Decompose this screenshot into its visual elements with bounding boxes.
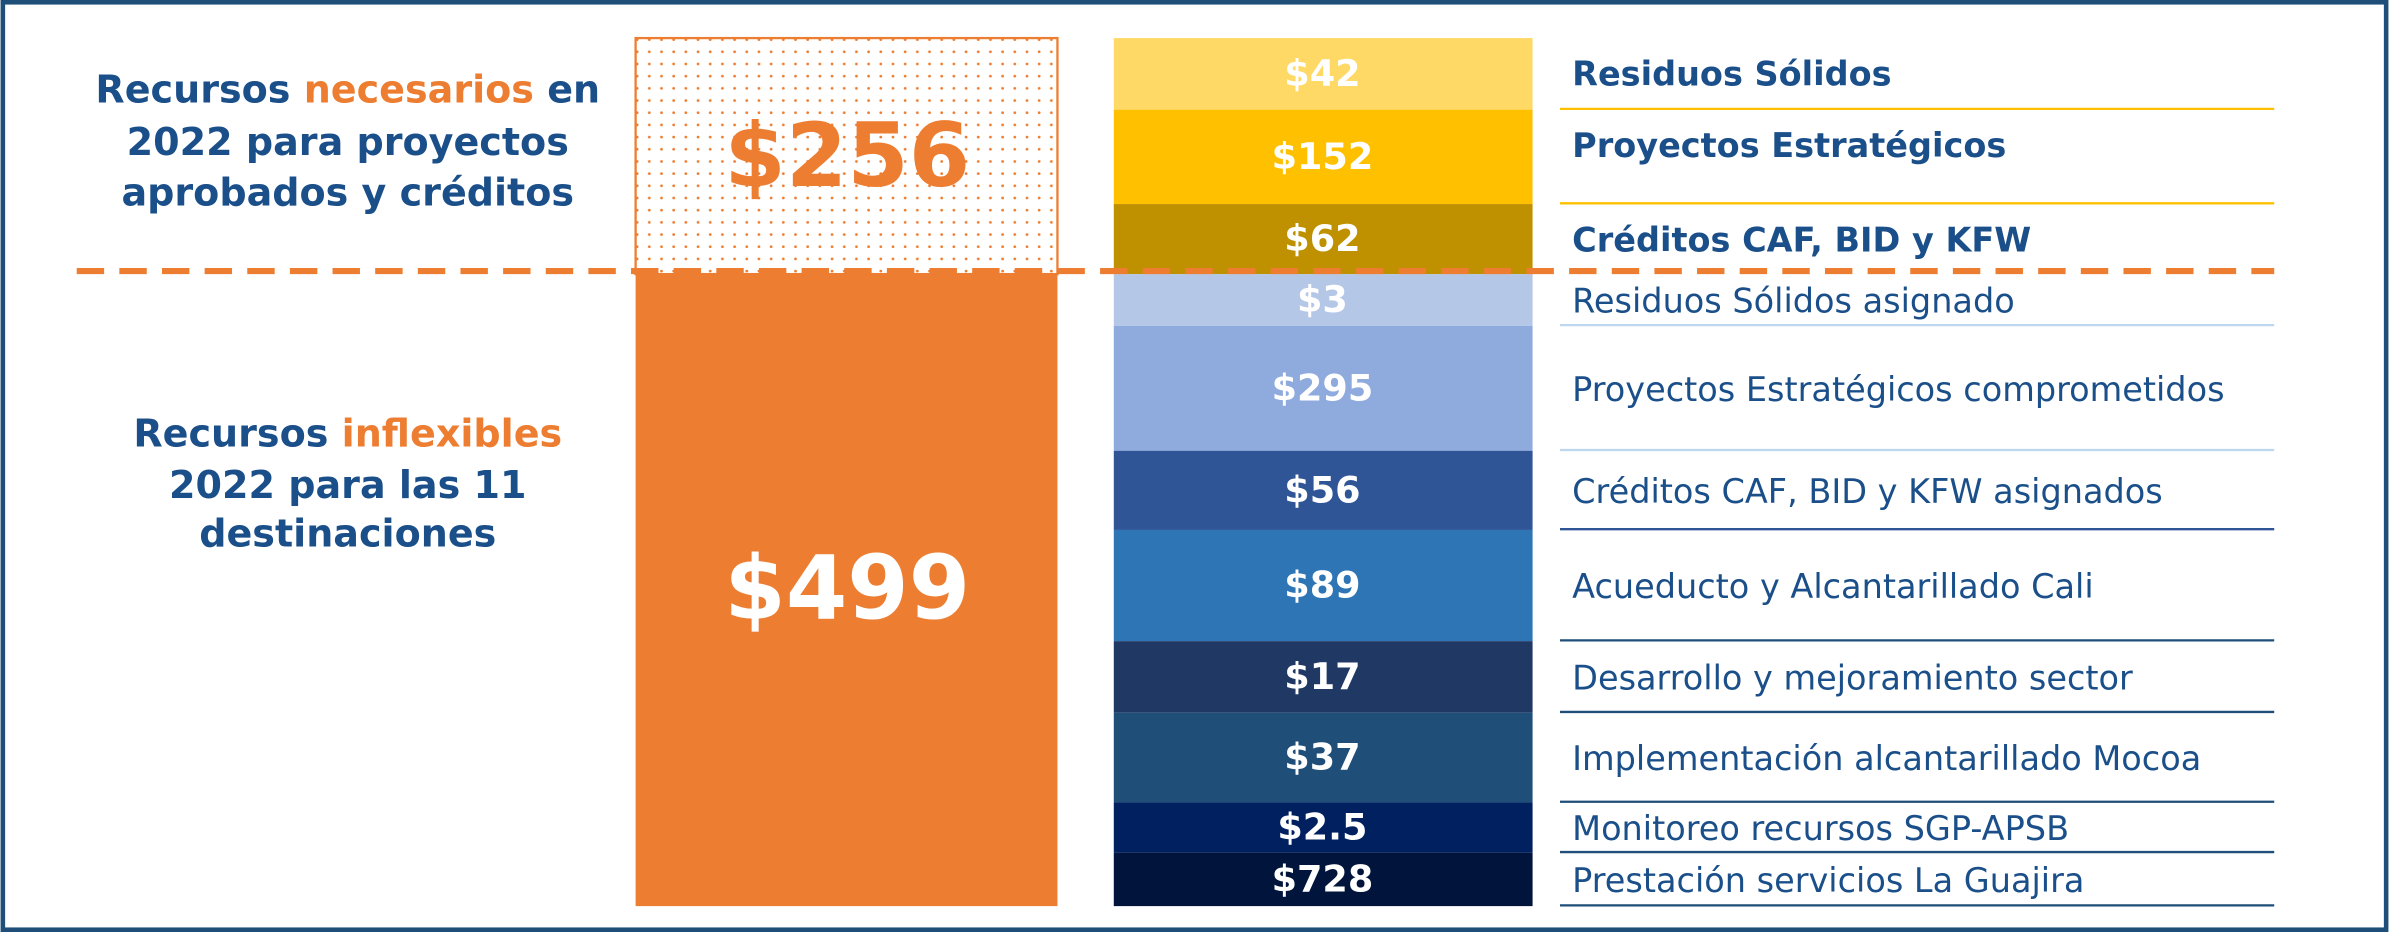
left-title: 2022 para las 11	[169, 463, 526, 507]
segment	[1113, 38, 1533, 110]
segment-amount: $42	[1284, 52, 1360, 95]
segment-label: Residuos Sólidos	[1572, 55, 1891, 94]
needed-box	[634, 36, 1059, 276]
segment-amount: $295	[1272, 366, 1374, 409]
segment	[1113, 852, 1533, 907]
left-title: 2022 para proyectos	[127, 120, 569, 164]
segment	[1113, 325, 1533, 451]
segment	[1113, 529, 1533, 642]
left-title: Recursos inflexibles	[133, 411, 562, 455]
segment-label: Créditos CAF, BID y KFW	[1572, 221, 2031, 260]
left-title: aprobados y créditos	[121, 170, 574, 214]
segment	[1113, 802, 1533, 853]
segment-label: Prestación servicios La Guajira	[1572, 861, 2084, 900]
segment	[1113, 109, 1533, 205]
segment-amount: $17	[1284, 655, 1360, 698]
segment-label: Proyectos Estratégicos comprometidos	[1572, 370, 2224, 409]
needed-total: $256	[724, 104, 970, 207]
inflexible-box	[635, 274, 1058, 907]
segment-amount: $56	[1284, 468, 1360, 511]
segment-amount: $152	[1272, 135, 1374, 178]
segment-label: Desarrollo y mejoramiento sector	[1572, 658, 2133, 697]
segment-label: Implementación alcantarillado Mocoa	[1572, 739, 2201, 778]
segment-amount: $728	[1272, 857, 1374, 900]
left-title: Recursos necesarios en	[95, 67, 600, 111]
segment	[1113, 274, 1533, 326]
segment-label: Proyectos Estratégicos	[1572, 126, 2006, 165]
segment	[1113, 641, 1533, 713]
segment-amount: $89	[1284, 564, 1360, 607]
segment-label: Créditos CAF, BID y KFW asignados	[1572, 472, 2163, 511]
segment-amount: $37	[1284, 736, 1360, 779]
segment-amount: $62	[1284, 217, 1360, 260]
segment-label: Residuos Sólidos asignado	[1572, 282, 2015, 321]
left-title: destinaciones	[199, 512, 496, 556]
segment	[1113, 712, 1533, 803]
segment	[1113, 450, 1533, 530]
segment-label: Monitoreo recursos SGP-APSB	[1572, 809, 2069, 848]
segment-label: Acueducto y Alcantarillado Cali	[1572, 567, 2094, 606]
segment-amount: $3	[1297, 278, 1348, 321]
segment	[1113, 204, 1533, 275]
segment-amount: $2.5	[1277, 806, 1367, 849]
segments: $42 Residuos Sólidos $152 Proyectos Estraté…	[1113, 38, 2275, 907]
inflexible-total: $499	[724, 536, 970, 639]
